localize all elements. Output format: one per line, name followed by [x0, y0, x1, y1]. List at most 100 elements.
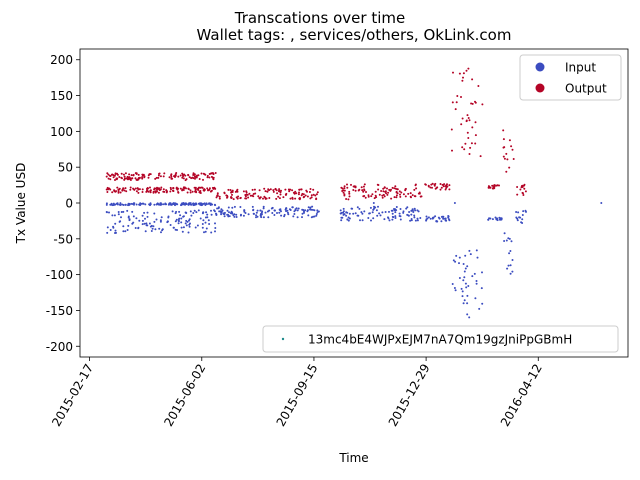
data-point-input: [210, 213, 213, 216]
data-point-output: [141, 177, 144, 180]
data-point-output: [404, 195, 407, 198]
data-point-input: [242, 214, 245, 217]
data-point-input: [184, 222, 187, 225]
data-point-output: [183, 187, 186, 190]
data-point-output: [287, 188, 290, 191]
y-tick-label: -50: [53, 232, 73, 246]
data-point-input: [185, 211, 188, 214]
data-point-input: [394, 208, 397, 211]
data-point-output: [147, 187, 149, 190]
data-point-input: [210, 209, 212, 212]
data-point-output: [471, 126, 474, 129]
data-point-output: [200, 186, 203, 189]
data-point-input: [367, 217, 370, 219]
data-point-input: [160, 231, 162, 234]
data-point-input: [509, 250, 512, 252]
data-point-output: [226, 195, 229, 198]
data-point-output: [208, 176, 211, 179]
data-point-input: [134, 227, 137, 229]
data-point-output: [189, 191, 192, 194]
data-point-input: [310, 208, 313, 211]
data-point-input: [202, 202, 205, 205]
data-point-output: [174, 174, 177, 177]
data-point-output: [117, 191, 120, 194]
data-point-output: [268, 189, 271, 192]
data-point-output: [123, 177, 126, 180]
data-point-output: [202, 178, 204, 181]
data-point-input: [204, 221, 207, 224]
data-point-output: [468, 153, 471, 155]
data-point-input: [458, 277, 461, 279]
data-point-output: [232, 198, 235, 201]
data-point-input: [293, 213, 296, 215]
data-point-output: [107, 173, 110, 176]
data-point-output: [436, 186, 439, 189]
data-point-output: [462, 76, 464, 79]
data-point-input: [160, 216, 163, 219]
data-point-output: [398, 190, 401, 193]
data-point-input: [222, 213, 225, 216]
data-point-input: [515, 211, 518, 213]
data-point-output: [446, 183, 448, 186]
data-point-input: [406, 213, 409, 216]
data-point-output: [466, 131, 469, 134]
x-axis-label: Time: [338, 451, 368, 465]
data-point-output: [452, 71, 454, 74]
data-point-input: [409, 219, 412, 222]
data-point-output: [112, 174, 115, 177]
data-point-input: [394, 215, 397, 218]
data-point-input: [447, 215, 450, 217]
data-point-output: [272, 189, 275, 192]
data-point-input: [148, 222, 151, 225]
data-point-output: [253, 188, 256, 191]
data-point-output: [439, 183, 442, 185]
data-point-input: [416, 217, 419, 220]
data-point-input: [154, 228, 157, 231]
data-point-input: [442, 217, 445, 220]
data-point-output: [185, 187, 187, 190]
data-point-input: [387, 217, 390, 220]
data-point-output: [465, 69, 468, 72]
data-point-output: [275, 197, 278, 200]
data-point-input: [369, 206, 372, 209]
data-point-input: [192, 202, 195, 205]
data-point-input: [475, 249, 478, 252]
data-point-input: [150, 224, 153, 227]
data-point-output: [309, 197, 312, 200]
data-point-input: [231, 206, 234, 209]
data-point-input: [114, 222, 117, 225]
data-point-input: [358, 207, 361, 210]
data-point-output: [521, 191, 524, 194]
data-point-input: [399, 208, 402, 210]
data-point-input: [214, 222, 216, 225]
data-point-input: [465, 286, 468, 289]
data-point-output: [370, 195, 373, 198]
data-point-output: [523, 187, 526, 190]
data-point-output: [470, 102, 473, 105]
data-point-input: [451, 283, 454, 285]
data-point-input: [388, 219, 391, 222]
data-point-output: [196, 174, 198, 177]
data-point-output: [278, 197, 281, 200]
data-point-input: [196, 224, 199, 227]
data-point-output: [179, 174, 182, 177]
data-point-input: [357, 214, 360, 217]
data-point-input: [503, 232, 506, 235]
data-point-input: [122, 210, 125, 213]
data-point-output: [182, 175, 185, 178]
data-point-output: [274, 188, 277, 191]
data-point-output: [314, 194, 317, 197]
data-point-output: [350, 183, 352, 186]
data-point-input: [339, 212, 342, 215]
data-point-output: [163, 172, 166, 175]
data-point-input: [190, 203, 193, 206]
data-point-input: [203, 231, 205, 234]
data-point-input: [159, 220, 162, 223]
data-point-input: [201, 223, 204, 225]
data-point-output: [239, 197, 242, 200]
data-point-output: [195, 176, 198, 179]
data-point-output: [123, 189, 126, 192]
data-point-output: [297, 193, 300, 196]
data-point-output: [272, 190, 275, 193]
data-point-output: [187, 173, 190, 176]
